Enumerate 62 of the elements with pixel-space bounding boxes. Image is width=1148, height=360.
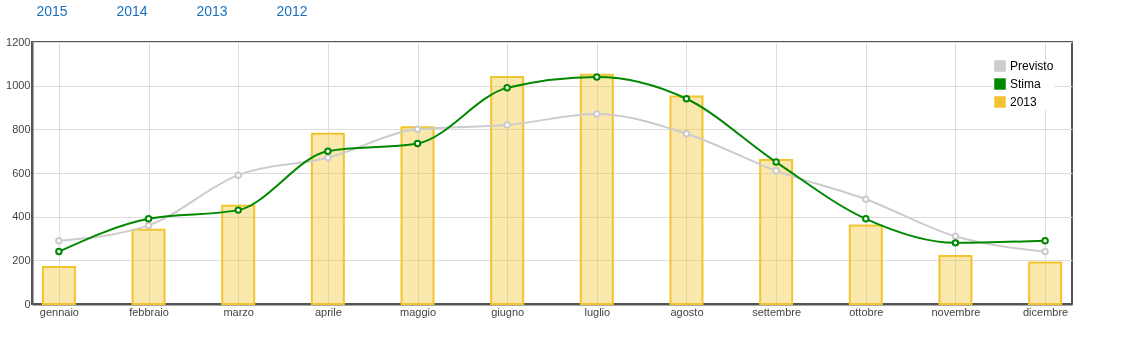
point	[324, 153, 332, 162]
bar	[131, 228, 166, 305]
bar	[1028, 261, 1063, 305]
point	[234, 171, 242, 179]
point	[413, 125, 422, 134]
point	[951, 239, 960, 247]
text: 2013	[196, 3, 228, 19]
x-tick-label: giugno	[491, 305, 525, 318]
x-tick-label: luglio	[584, 305, 611, 318]
y-tick-label: 200	[12, 253, 31, 266]
legend-label: 2013	[1010, 95, 1038, 109]
x-tick-label: febbraio	[129, 305, 169, 318]
point	[772, 158, 780, 166]
point	[413, 139, 422, 148]
y-tick-label: 800	[12, 122, 31, 135]
x-tick-label: marzo	[223, 305, 254, 318]
bar	[669, 95, 704, 305]
legend-label: Stima	[1010, 77, 1041, 91]
x-tick-label: aprile	[314, 305, 342, 318]
x-tick-label: novembre	[931, 305, 981, 318]
point	[1041, 236, 1049, 245]
point	[593, 110, 601, 118]
legend-label: Previsto	[1010, 59, 1054, 73]
x-tick-label: gennaio	[39, 305, 79, 318]
text: 2015	[36, 3, 68, 19]
bar	[848, 224, 883, 305]
point	[682, 129, 691, 138]
bar	[579, 73, 614, 305]
point	[144, 215, 153, 223]
bar	[938, 254, 973, 305]
point	[144, 221, 153, 230]
y-tick-label: 1200	[6, 35, 31, 48]
text: 2012	[276, 3, 308, 19]
x-tick-label: ottobre	[849, 305, 884, 318]
point	[55, 236, 63, 245]
bar	[759, 158, 794, 305]
bar	[41, 265, 76, 305]
point	[862, 215, 870, 223]
point	[862, 195, 870, 203]
bar	[400, 126, 435, 305]
point	[55, 247, 63, 256]
bar	[310, 132, 345, 305]
x-tick-label: dicembre	[1022, 305, 1069, 318]
bar	[490, 75, 525, 305]
y-tick-label: 600	[12, 166, 31, 179]
point	[1041, 247, 1049, 256]
y-tick-label: 400	[12, 210, 31, 223]
x-tick-label: settembre	[752, 305, 802, 318]
x-tick-label: maggio	[399, 305, 437, 318]
point	[234, 206, 242, 214]
point	[503, 121, 511, 129]
y-tick-label: 1000	[6, 79, 31, 92]
point	[503, 84, 511, 92]
point	[593, 73, 601, 81]
bar	[221, 204, 256, 305]
point	[772, 167, 780, 175]
point	[324, 147, 332, 155]
y-tick-label: 0	[24, 297, 31, 310]
point	[682, 95, 691, 103]
text: 2014	[116, 3, 148, 19]
x-tick-label: agosto	[670, 305, 704, 318]
point	[951, 232, 960, 241]
